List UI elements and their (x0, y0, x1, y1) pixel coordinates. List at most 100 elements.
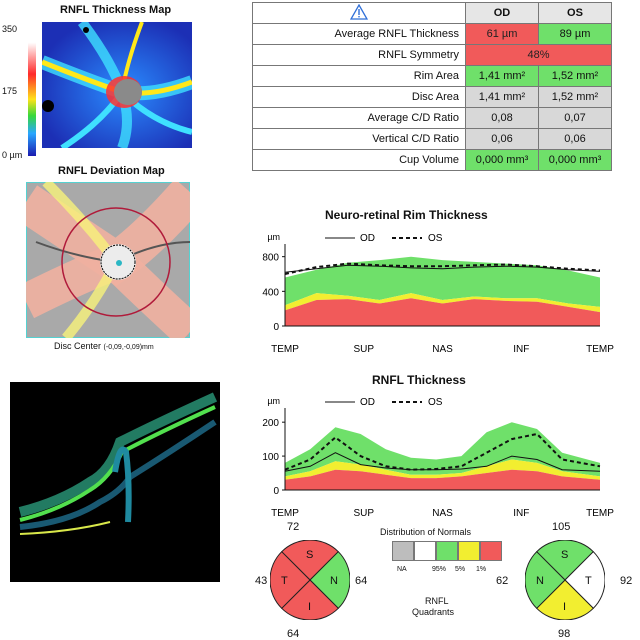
x-tick-label: TEMP (586, 344, 614, 355)
y-tick-label: 100 (262, 452, 279, 463)
x-tick-label: TEMP (271, 344, 299, 355)
band-red (285, 298, 600, 326)
quadrants-label-1: RNFL (425, 596, 449, 606)
os-quadrant-nas (525, 550, 566, 610)
warning-icon (252, 2, 466, 24)
scale-bottom-label: 0 µm (2, 150, 23, 160)
band-yellow (285, 459, 600, 480)
os-value: 0,000 mm³ (538, 149, 612, 171)
y-axis-label: µm (267, 396, 280, 406)
quadrants-label-2: Quadrants (412, 607, 455, 617)
chart-legend: OD OS (325, 397, 443, 408)
row-label: Disc Area (252, 86, 466, 108)
y-tick-label: 400 (262, 287, 279, 298)
legend-swatch-yellow (458, 541, 480, 561)
os-quadrant-temp (564, 550, 605, 610)
x-tick-label: TEMP (586, 508, 614, 519)
legend-label-5: 5% (455, 566, 466, 573)
x-tick-label: INF (513, 344, 529, 355)
os-value: 0,06 (538, 128, 612, 150)
od-letter-n: N (330, 575, 338, 587)
chart-legend: OD OS (325, 233, 443, 244)
table-row: Average RNFL Thickness 61 µm 89 µm (252, 23, 612, 45)
od-letter-i: I (308, 601, 312, 613)
oct-bscan-image (10, 382, 220, 582)
deviation-map-image (26, 182, 190, 338)
os-quadrant-circle (525, 540, 605, 620)
row-label: Rim Area (252, 65, 466, 87)
od-quadrant-circle (270, 540, 350, 620)
disc-center-caption: Disc Center (-0,09,-0,09)mm (54, 341, 154, 351)
legend-label-95: 95% (432, 566, 447, 573)
table-row: Vertical C/D Ratio 0,06 0,06 (252, 128, 612, 150)
y-tick-label: 200 (262, 418, 279, 429)
os-quadrant-temp-value: 92 (620, 575, 633, 587)
od-quadrant-nas-value: 64 (355, 575, 368, 587)
os-value: 1,52 mm² (538, 86, 612, 108)
row-label: RNFL Symmetry (252, 44, 466, 66)
os-quadrant-inf (535, 579, 595, 620)
legend-label-od: OD (360, 233, 375, 244)
od-quadrant-inf (280, 579, 340, 620)
os-value: 0,07 (538, 107, 612, 129)
x-tick-label: SUP (353, 344, 374, 355)
y-tick-label: 0 (273, 322, 279, 333)
x-tick-label: NAS (432, 344, 453, 355)
os-quadrant-inf-value: 98 (558, 628, 571, 640)
od-quadrant-nas (309, 550, 350, 610)
row-label: Vertical C/D Ratio (252, 128, 466, 150)
column-os: OS (538, 2, 612, 24)
thickness-map-title: RNFL Thickness Map (60, 4, 172, 16)
os-letter-s: S (561, 549, 569, 561)
legend-label-os: OS (428, 397, 443, 408)
od-quadrant-temp (270, 550, 311, 610)
y-tick-label: 800 (262, 253, 279, 264)
x-tick-label: TEMP (271, 508, 299, 519)
os-quadrant-nas-value: 62 (496, 575, 509, 587)
band-green (285, 256, 600, 307)
os-letter-i: I (563, 601, 567, 613)
od-quadrant-temp-value: 43 (255, 575, 268, 587)
table-row: Cup Volume 0,000 mm³ 0,000 mm³ (252, 149, 612, 171)
od-letter-t: T (281, 575, 288, 587)
legend-swatch-green (436, 541, 458, 561)
series-line-od (284, 264, 601, 273)
x-tick-label: NAS (432, 508, 453, 519)
os-value: 89 µm (538, 23, 612, 45)
legend-label-od: OD (360, 397, 375, 408)
y-tick-label: 0 (273, 486, 279, 497)
od-quadrant-inf-value: 64 (287, 628, 300, 640)
rnfl-parameters-table: OD OS Average RNFL Thickness 61 µm 89 µm… (252, 2, 612, 171)
od-value: 1,41 mm² (465, 86, 539, 108)
table-row: RNFL Symmetry 48% (252, 44, 612, 66)
od-value: 0,06 (465, 128, 539, 150)
od-letter-s: S (306, 549, 314, 561)
od-value: 1,41 mm² (465, 65, 539, 87)
row-label: Average RNFL Thickness (252, 23, 466, 45)
deviation-map-title: RNFL Deviation Map (58, 165, 165, 177)
normals-legend-title: Distribution of Normals (380, 527, 472, 537)
table-header-row: OD OS (252, 2, 612, 24)
thickness-map-image (42, 22, 192, 148)
disc-center-label: Disc Center (54, 341, 102, 351)
row-label: Cup Volume (252, 149, 466, 171)
band-red (285, 469, 600, 490)
row-label: Average C/D Ratio (252, 107, 466, 129)
table-row: Disc Area 1,41 mm² 1,52 mm² (252, 86, 612, 108)
os-quadrant-sup (535, 540, 595, 581)
legend-swatch-white (414, 541, 436, 561)
rim-chart-title: Neuro-retinal Rim Thickness (325, 208, 488, 222)
symmetry-value: 48% (465, 44, 612, 66)
os-letter-t: T (585, 575, 592, 587)
band-yellow (285, 293, 600, 313)
disc-center-value: (-0,09,-0,09)mm (103, 344, 154, 351)
os-quadrant-sup-value: 105 (552, 521, 571, 533)
os-letter-n: N (536, 575, 544, 587)
table-row: Rim Area 1,41 mm² 1,52 mm² (252, 65, 612, 87)
column-od: OD (465, 2, 539, 24)
os-value: 1,52 mm² (538, 65, 612, 87)
legend-label-os: OS (428, 233, 443, 244)
scale-mid-label: 175 (2, 86, 18, 96)
od-value: 61 µm (465, 23, 539, 45)
table-row: Average C/D Ratio 0,08 0,07 (252, 107, 612, 129)
